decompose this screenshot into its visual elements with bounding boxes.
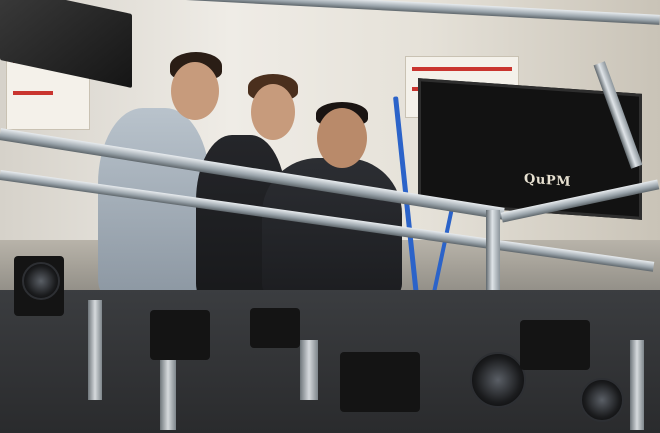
- monitor-logo-text: QuPM: [524, 171, 571, 190]
- researcher-left-face: [171, 62, 219, 120]
- optic-post-2: [160, 360, 176, 430]
- lens-2: [470, 352, 526, 408]
- optic-mount-5: [520, 320, 590, 370]
- optic-post-3: [300, 340, 318, 400]
- researcher-middle-face: [251, 84, 295, 140]
- optic-post-1: [88, 300, 102, 400]
- lens-1: [22, 262, 60, 300]
- optic-mount-3: [250, 308, 300, 348]
- optic-post-4: [630, 340, 644, 430]
- lens-3: [580, 378, 624, 422]
- optic-mount-2: [150, 310, 210, 360]
- researcher-right-face: [317, 108, 367, 168]
- optic-mount-4: [340, 352, 420, 412]
